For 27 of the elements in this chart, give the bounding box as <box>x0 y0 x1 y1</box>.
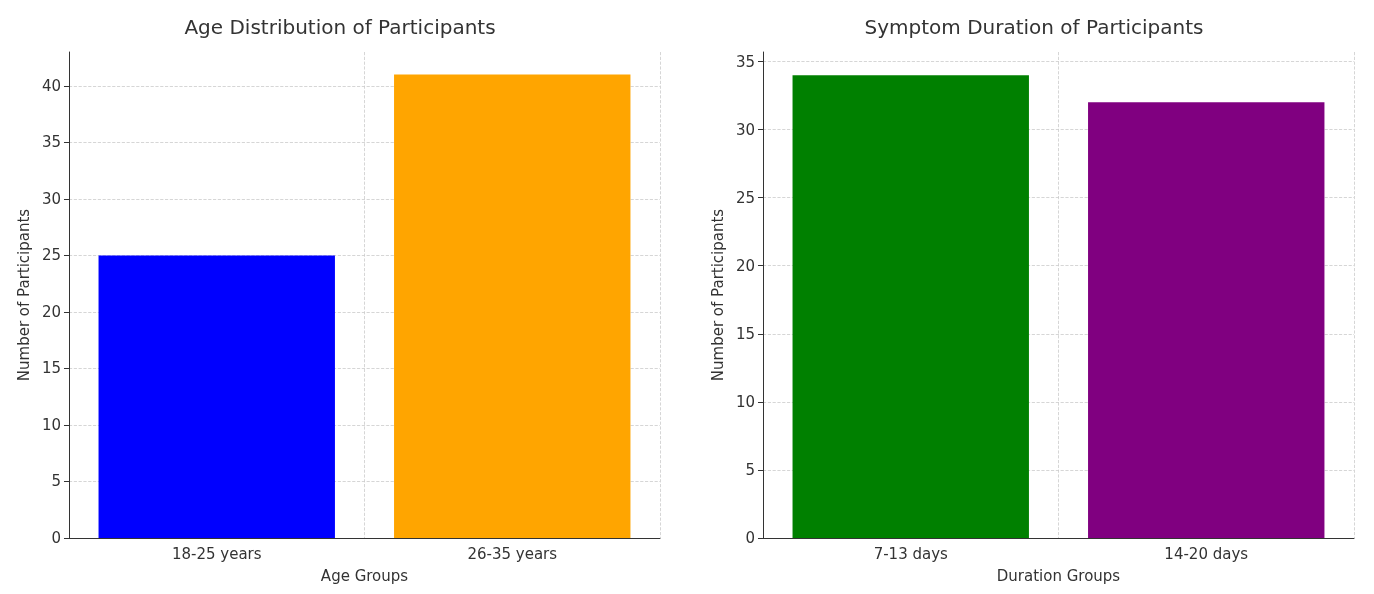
y-tick-label: 30 <box>735 120 755 139</box>
y-tick-label: 25 <box>41 246 61 265</box>
x-axis-title: Duration Groups <box>996 566 1121 585</box>
y-tick-label: 35 <box>41 133 61 152</box>
y-tick-label: 20 <box>735 256 755 275</box>
x-tick-label: 14-20 days <box>1164 544 1249 563</box>
y-tick-label: 10 <box>735 392 755 411</box>
y-axis-title: Number of Participants <box>14 208 33 382</box>
x-tick-label: 18-25 years <box>171 544 262 563</box>
x-tick-label: 7-13 days <box>873 544 949 563</box>
x-tick-label: 26-35 years <box>467 544 558 563</box>
y-tick-label: 0 <box>745 529 755 547</box>
y-tick-label: 15 <box>735 324 755 343</box>
y-tick-label: 30 <box>41 189 61 208</box>
chart-title: Symptom Duration of Participants <box>864 15 1204 39</box>
y-axis-title: Number of Participants <box>708 208 727 382</box>
y-tick-label: 20 <box>41 302 61 321</box>
y-tick-label: 40 <box>41 76 61 95</box>
y-tick-label: 5 <box>51 472 61 491</box>
y-tick-label: 5 <box>745 460 755 479</box>
chart-title: Age Distribution of Participants <box>184 15 496 39</box>
y-tick-label: 15 <box>41 359 61 378</box>
y-tick-label: 35 <box>735 52 755 71</box>
x-axis-title: Age Groups <box>320 566 409 585</box>
y-tick-label: 0 <box>51 529 61 547</box>
y-tick-label: 10 <box>41 415 61 434</box>
y-tick-label: 25 <box>735 188 755 207</box>
